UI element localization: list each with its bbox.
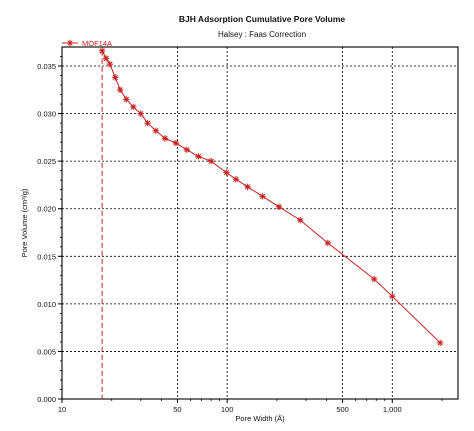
- y-tick-label: 0.005: [37, 347, 56, 356]
- data-point: [370, 275, 378, 283]
- axis-ticks: 10 50 100 500 1,000 0.000 0.005 0.010 0.015 0.020…: [37, 56, 443, 414]
- star-stroke: [67, 40, 73, 46]
- star-stroke: [144, 120, 151, 126]
- data-point: [116, 86, 124, 94]
- data-point: [389, 293, 396, 300]
- star-stroke: [276, 204, 282, 210]
- data-point: [102, 55, 110, 62]
- y-tick-label: 0.000: [37, 395, 56, 404]
- data-point: [275, 203, 283, 211]
- chart-subtitle: Halsey : Faas Correction: [218, 30, 306, 39]
- y-tick-label: 0.030: [37, 110, 56, 119]
- data-point: [172, 139, 180, 147]
- x-tick-label: 10: [58, 405, 66, 414]
- star-stroke: [259, 193, 266, 200]
- y-tick-label: 0.015: [37, 252, 56, 261]
- x-tick-label: 500: [336, 405, 349, 414]
- data-point: [123, 96, 130, 103]
- star-stroke: [107, 61, 113, 67]
- star-stroke: [103, 55, 109, 62]
- y-tick-label: 0.010: [37, 300, 56, 309]
- data-point: [112, 74, 119, 81]
- legend-star-icon: [66, 39, 74, 47]
- star-stroke: [138, 110, 144, 117]
- star-stroke: [244, 184, 251, 190]
- data-point: [98, 47, 106, 55]
- star-stroke: [325, 240, 331, 246]
- star-stroke: [130, 104, 136, 110]
- x-tick-label: 1,000: [383, 405, 402, 414]
- data-point: [297, 216, 304, 224]
- chart-title: BJH Adsorption Cumulative Pore Volume: [179, 14, 346, 24]
- star-stroke: [223, 169, 230, 176]
- star-stroke: [233, 176, 239, 182]
- y-tick-label: 0.035: [37, 62, 56, 71]
- star-stroke: [437, 340, 443, 346]
- star-stroke: [153, 128, 159, 134]
- data-point: [244, 183, 251, 191]
- data-point: [106, 60, 114, 68]
- x-axis-title: Pore Width (Å): [235, 414, 285, 423]
- legend-star: [66, 39, 74, 47]
- data-point: [436, 339, 444, 347]
- star-stroke: [173, 140, 179, 146]
- data-point: [161, 135, 169, 142]
- y-tick-label: 0.025: [37, 157, 56, 166]
- grid: [62, 47, 458, 399]
- x-tick-label: 50: [173, 405, 181, 414]
- x-tick-label: 100: [221, 405, 234, 414]
- data-point: [144, 119, 151, 127]
- data-point: [183, 146, 191, 153]
- star-stroke: [112, 74, 118, 81]
- star-stroke: [117, 87, 123, 93]
- star-stroke: [389, 293, 395, 299]
- y-tick-label: 0.020: [37, 205, 56, 214]
- data-point: [137, 110, 144, 117]
- star-stroke: [208, 158, 214, 164]
- star-stroke: [162, 135, 168, 141]
- data-point: [223, 169, 230, 176]
- legend: MOF14A: [62, 39, 112, 48]
- series-line: [101, 50, 441, 344]
- data-point: [207, 157, 215, 165]
- star-stroke: [297, 217, 303, 223]
- y-axis-title: Pore Volume (cm³/g): [20, 188, 29, 257]
- series-group: [98, 47, 444, 347]
- star-stroke: [184, 147, 190, 153]
- data-point: [324, 239, 332, 247]
- data-point: [232, 176, 240, 183]
- star-stroke: [99, 48, 105, 54]
- data-point: [152, 127, 160, 134]
- star-stroke: [123, 96, 129, 102]
- star-stroke: [195, 153, 202, 160]
- data-point: [259, 193, 266, 200]
- data-point: [195, 153, 202, 160]
- legend-label: MOF14A: [82, 39, 112, 48]
- plot-frame: [61, 46, 459, 400]
- data-point: [130, 103, 137, 111]
- star-stroke: [371, 276, 377, 282]
